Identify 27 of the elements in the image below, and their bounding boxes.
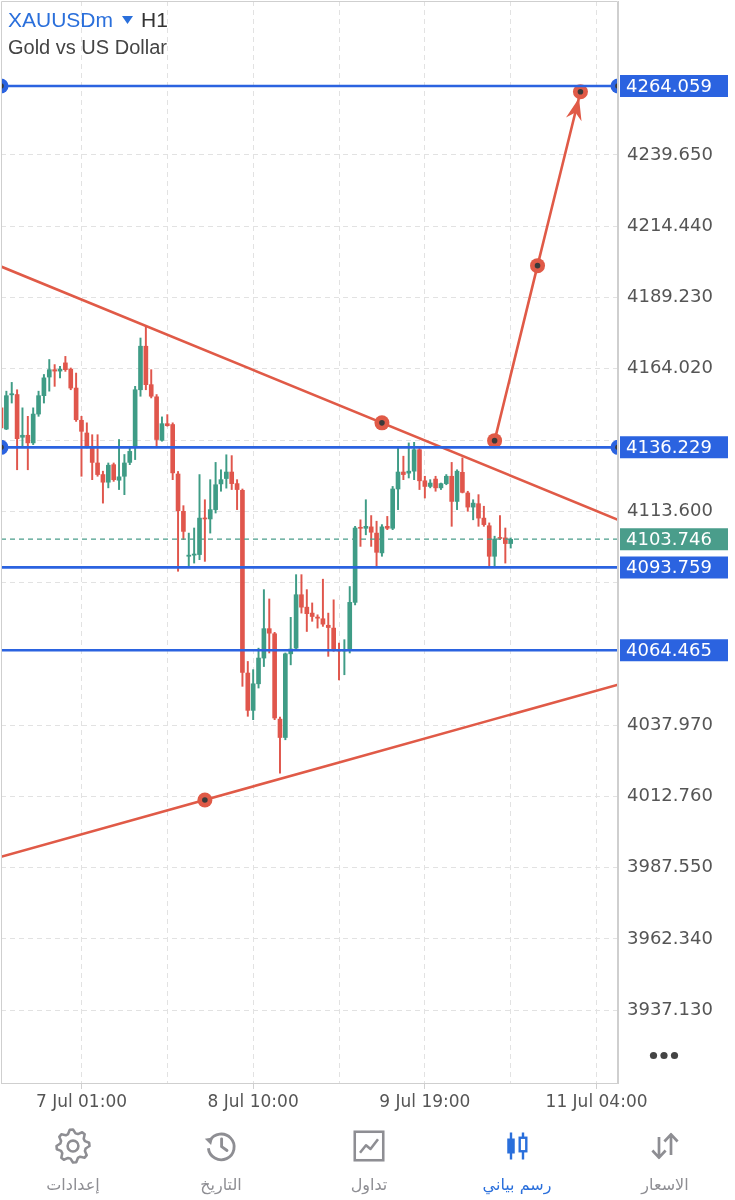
y-tick-label: 4214.440 <box>627 213 713 235</box>
text: الاسعار <box>641 1174 689 1196</box>
y-tick-label: 4189.230 <box>627 285 713 307</box>
text: Gold vs US Dollar <box>8 35 168 60</box>
x-tick-label: 11 Jul 04:00 <box>545 1090 648 1111</box>
text: تداول <box>350 1174 388 1196</box>
y-tick-label: 4113.600 <box>627 499 713 520</box>
text: التاريخ <box>200 1174 242 1196</box>
ref-line-label: 4103.746 <box>626 527 712 549</box>
x-tick-label: 7 Jul 01:00 <box>35 1090 128 1111</box>
chart-title: XAUUSDm <box>8 7 114 33</box>
ref-line-label: 4264.059 <box>626 74 712 96</box>
y-tick-label: 4037.970 <box>627 712 713 734</box>
y-tick-label: 3937.130 <box>627 997 713 1019</box>
text: رسم بياني <box>482 1174 552 1196</box>
x-tick-label: 8 Jul 10:00 <box>207 1090 299 1111</box>
y-tick-label: 3987.550 <box>627 855 713 877</box>
y-tick-label: 4239.650 <box>627 142 713 164</box>
annotation: H1 <box>141 7 168 33</box>
y-tick-label: 4012.760 <box>627 784 713 806</box>
y-tick-label: 3962.340 <box>627 926 713 948</box>
text: إعدادات <box>46 1174 100 1196</box>
ref-line-label: 4093.759 <box>626 556 712 578</box>
x-tick-label: 9 Jul 19:00 <box>379 1090 471 1111</box>
y-tick-label: 4164.020 <box>627 356 713 378</box>
ref-line-label: 4064.465 <box>626 638 712 660</box>
ref-line-label: 4136.229 <box>626 436 712 458</box>
